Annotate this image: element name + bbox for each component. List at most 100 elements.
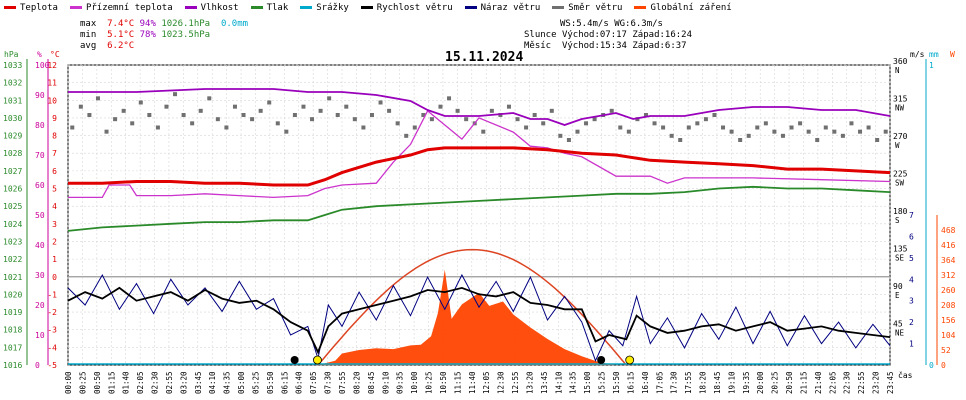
- x-tick-label: 18:45: [713, 371, 722, 394]
- avg-temp: 6.2°C: [107, 41, 135, 51]
- wind-direction-point: [609, 108, 614, 113]
- humidity-tick: 70: [35, 151, 45, 160]
- x-tick-label: 02:05: [136, 371, 145, 394]
- wind-direction-point: [738, 138, 743, 142]
- temp-tick: -2: [47, 308, 57, 317]
- wind-direction-point: [661, 125, 666, 130]
- wind-direction-point: [421, 113, 426, 117]
- wind-tick: 2: [909, 318, 914, 327]
- radiation-tick: 52: [941, 346, 951, 355]
- direction-label: E: [895, 291, 900, 300]
- x-tick-label: 07:55: [338, 371, 347, 394]
- wind-tick: 7: [909, 211, 914, 220]
- wind-direction-point: [849, 121, 854, 126]
- x-tick-label: 20:25: [771, 371, 780, 394]
- wind-direction-point: [772, 129, 777, 134]
- x-tick-label: 09:35: [396, 371, 405, 394]
- min-label: min: [80, 30, 97, 40]
- wind-direction-point: [840, 133, 845, 138]
- stats-wind: WS:5.4m/s WG:6.3m/s: [560, 19, 663, 30]
- legend-item: Směr větru: [552, 3, 622, 13]
- wind-direction-point: [746, 133, 751, 138]
- pressure-line: [67, 185, 891, 232]
- wind-direction-point: [250, 117, 255, 122]
- pressure-tick: 1023: [3, 237, 22, 246]
- wind-direction-point: [635, 117, 640, 122]
- wind-direction-point: [70, 125, 75, 130]
- pressure-tick: 1031: [3, 96, 22, 105]
- legend-swatch: [4, 6, 16, 9]
- direction-label: SW: [895, 179, 905, 188]
- pressure-tick: 1030: [3, 114, 22, 123]
- pressure-unit: hPa: [4, 50, 19, 59]
- stats-sun: Slunce Východ:07:17 Západ:16:24: [524, 30, 692, 41]
- legend-item: Globální záření: [634, 3, 732, 13]
- pressure-tick: 1024: [3, 220, 22, 229]
- x-tick-label: 08:20: [352, 371, 361, 394]
- wind-direction-point: [412, 125, 417, 130]
- max-pressure: 1026.1hPa: [161, 19, 211, 29]
- wind-direction-point: [198, 108, 203, 113]
- legend-swatch: [250, 6, 263, 9]
- direction-tick: 225: [893, 170, 908, 179]
- wind-direction-point: [575, 129, 580, 134]
- wind-direction-point: [729, 129, 734, 134]
- wind-direction-point: [584, 121, 589, 126]
- x-tick-label: 05:50: [266, 371, 275, 394]
- x-tick-label: 17:05: [655, 371, 664, 394]
- wind-direction-point: [378, 100, 383, 105]
- direction-label: S: [895, 216, 900, 225]
- rain-unit: mm: [929, 50, 939, 59]
- temp-tick: -4: [47, 343, 57, 352]
- pressure-tick: 1021: [3, 273, 22, 282]
- x-tick-label: 07:05: [309, 371, 318, 394]
- radiation-tick: 468: [941, 226, 956, 235]
- legend-item: Teplota: [4, 3, 58, 13]
- max-rain: 0.0mm: [220, 19, 249, 29]
- humidity-tick: 50: [35, 211, 45, 220]
- direction-tick: 270: [893, 132, 908, 141]
- x-tick-label: 17:55: [684, 371, 693, 394]
- sun-set: Západ:16:24: [632, 30, 692, 40]
- wind-direction-point: [875, 138, 880, 142]
- pressure-tick: 1028: [3, 149, 22, 158]
- legend-item: Přízemní teplota: [69, 3, 173, 13]
- x-tick-label: 15:25: [598, 371, 607, 394]
- x-tick-label: 00:50: [93, 371, 102, 394]
- sun-label: Slunce: [524, 30, 557, 40]
- direction-tick: 360: [893, 57, 908, 66]
- legend-item: Náraz větru: [464, 3, 540, 13]
- humidity-tick: 60: [35, 181, 45, 190]
- legend-label: Tlak: [266, 3, 289, 13]
- x-tick-label: 10:25: [425, 371, 434, 394]
- moonset-marker: [290, 356, 299, 364]
- wind-direction-point: [678, 138, 683, 142]
- wind-direction-point: [524, 125, 529, 130]
- wind-direction-point: [224, 125, 229, 130]
- direction-tick: 90: [893, 282, 903, 291]
- radiation-tick: 312: [941, 271, 956, 280]
- x-tick-label: 11:40: [468, 371, 477, 394]
- wind-tick: 4: [909, 275, 914, 284]
- legend-label: Teplota: [20, 3, 58, 13]
- wind-direction-point: [541, 121, 546, 126]
- temp-tick: 4: [52, 202, 57, 211]
- temp-tick: 7: [52, 149, 57, 158]
- temp-tick: 9: [52, 114, 57, 123]
- x-tick-label: 22:30: [843, 371, 852, 394]
- radiation-tick: 260: [941, 286, 956, 295]
- x-tick-label: 04:10: [208, 371, 217, 394]
- wind-direction-point: [361, 125, 366, 130]
- pressure-tick: 1019: [3, 308, 22, 317]
- pressure-tick: 1032: [3, 79, 22, 88]
- direction-tick: 45: [893, 320, 903, 329]
- radiation-tick: 416: [941, 241, 956, 250]
- humidity-tick: 90: [35, 91, 45, 100]
- wind-direction-point: [232, 104, 237, 109]
- wind-direction-point: [404, 133, 409, 138]
- legend-item: Vlhkost: [184, 3, 239, 13]
- wind-direction-point: [618, 125, 623, 130]
- wind-direction-point: [104, 129, 109, 134]
- wind-direction-point: [301, 104, 306, 109]
